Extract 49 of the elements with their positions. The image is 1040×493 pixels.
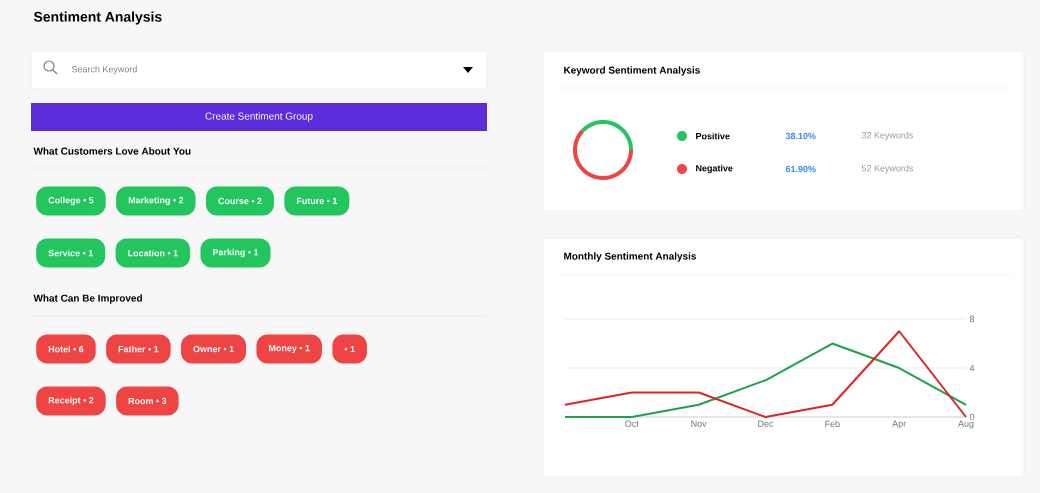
data-label: • 1 [82, 250, 93, 257]
y-tick-label: 0 [969, 413, 975, 421]
text: Search Keyword [71, 65, 137, 75]
data-label: • 2 [251, 197, 262, 205]
text: What Can Be Improved [33, 294, 142, 304]
data-label: • 1 [223, 345, 234, 353]
chart-title: Monthly Sentiment Analysis [564, 252, 696, 262]
x-tick-label: Apr [892, 420, 907, 429]
category-label: Marketing [128, 196, 170, 206]
y-tick-label: 8 [969, 315, 975, 323]
x-tick-label: Feb [825, 420, 840, 428]
category-label: Receipt [48, 396, 81, 406]
legend-label: Negative [696, 164, 733, 174]
category-label: Service [48, 249, 80, 257]
data-label: • 2 [83, 397, 94, 404]
category-label: Hotel [48, 345, 70, 353]
category-label: Room [128, 397, 153, 405]
data-label: • 1 [299, 344, 310, 352]
category-label: Money [269, 344, 297, 354]
data-label: • 1 [344, 345, 355, 353]
category-label: College [48, 196, 81, 206]
data-label: 38.10% [785, 132, 816, 140]
x-tick-label: Aug [958, 420, 974, 429]
data-label: • 1 [148, 346, 159, 353]
text: 52 Keywords [861, 164, 914, 174]
text: What Customers Love About You [33, 147, 191, 155]
data-label: • 5 [83, 197, 94, 204]
text: Create Sentiment Group [205, 112, 313, 122]
category-label: Parking [213, 248, 245, 258]
category-label: Owner [193, 345, 221, 353]
text: Sentiment Analysis [33, 11, 162, 25]
data-label: • 2 [173, 197, 184, 204]
category-label: Course [218, 197, 249, 205]
data-label: • 1 [248, 249, 259, 256]
category-label: Future [296, 197, 324, 205]
chart-title: Keyword Sentiment Analysis [564, 66, 700, 76]
category-label: Father [118, 345, 146, 353]
data-label: • 1 [167, 250, 178, 257]
x-tick-label: Nov [691, 420, 707, 427]
category-label: Location [128, 249, 165, 257]
data-label: • 1 [327, 197, 338, 205]
data-label: • 3 [156, 397, 167, 405]
x-tick-label: Oct [625, 420, 639, 427]
x-tick-label: Dec [758, 420, 774, 427]
text: 32 Keywords [861, 131, 914, 141]
legend-label: Positive [696, 132, 730, 140]
data-label: • 6 [73, 345, 84, 353]
data-label: 61.90% [785, 165, 816, 173]
y-tick-label: 4 [969, 364, 975, 372]
